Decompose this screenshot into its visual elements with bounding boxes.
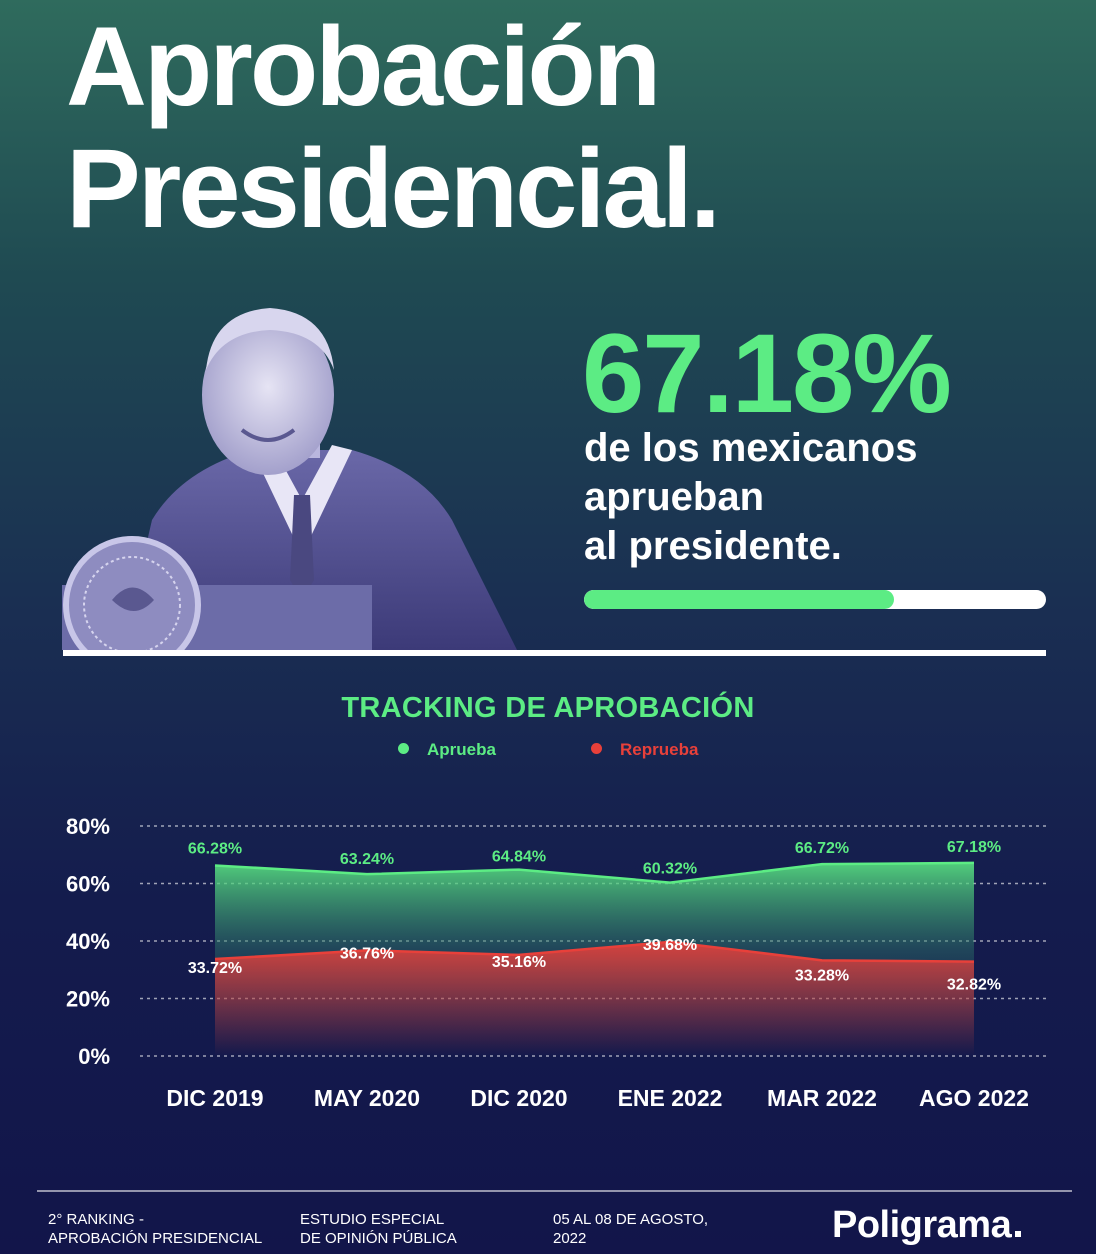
x-tick-label: DIC 2019 [166, 1085, 263, 1111]
title-line-1: Aprobación [66, 4, 661, 129]
aprueba-data-label: 64.84% [492, 849, 546, 866]
x-tick-label: MAR 2022 [767, 1085, 877, 1111]
footer-ranking-line-2: APROBACIÓN PRESIDENCIAL [48, 1230, 263, 1247]
footer-ranking: 2° RANKING - APROBACIÓN PRESIDENCIAL [48, 1210, 262, 1248]
legend-aprueba: Aprueba [398, 740, 496, 760]
x-tick-label: ENE 2022 [618, 1085, 723, 1111]
footer-date-line-1: 05 AL 08 DE AGOSTO, [553, 1211, 709, 1228]
reprueba-data-label: 33.28% [795, 967, 849, 984]
title-line-2: Presidencial. [66, 126, 721, 251]
aprueba-data-label: 66.72% [795, 840, 849, 857]
aprueba-line [214, 861, 975, 884]
reprueba-data-label: 39.68% [643, 937, 697, 954]
x-tick-label: DIC 2020 [470, 1085, 567, 1111]
footer-date: 05 AL 08 DE AGOSTO, 2022 [553, 1210, 708, 1248]
chart-title: TRACKING DE APROBACIÓN [341, 692, 755, 724]
reprueba-data-label: 32.82% [947, 977, 1001, 994]
legend-reprueba: Reprueba [591, 740, 698, 760]
footer-study-line-1: ESTUDIO ESPECIAL [300, 1211, 445, 1228]
description-line-3: al presidente. [584, 524, 842, 568]
footer-study-line-2: DE OPINIÓN PÚBLICA [300, 1230, 457, 1247]
y-tick-label: 0% [78, 1044, 110, 1069]
aprueba-data-label: 66.28% [188, 840, 242, 857]
brand-name: Poligrama [832, 1204, 1012, 1246]
reprueba-area [215, 941, 974, 1056]
footer-date-line-2: 2022 [553, 1230, 587, 1247]
reprueba-data-label: 36.76% [340, 945, 394, 962]
page-title: Aprobación Presidencial. [66, 4, 721, 251]
approval-progress-fill [584, 590, 895, 609]
reprueba-data-label: 35.16% [492, 954, 546, 971]
y-tick-label: 80% [66, 814, 110, 839]
tracking-chart: 0% 20% 40% 60% 80% 66.28% 63.24% 64.84% 60.32% 66… [66, 814, 1050, 1111]
aprueba-data-label: 67.18% [947, 839, 1001, 856]
approval-description: de los mexicanos aprueban al presidente. [584, 424, 917, 571]
brand-logo: Poligrama [832, 1204, 1022, 1247]
brand-mark [1015, 1231, 1022, 1237]
description-line-1: de los mexicanos [584, 426, 918, 470]
y-tick-label: 60% [66, 872, 110, 897]
aprueba-data-label: 63.24% [340, 851, 394, 868]
footer-divider [37, 1190, 1072, 1192]
legend-label-reprueba: Reprueba [620, 740, 699, 759]
x-tick-label: AGO 2022 [919, 1085, 1029, 1111]
reprueba-data-label: 33.72% [188, 960, 242, 977]
legend-label-aprueba: Aprueba [427, 740, 496, 759]
footer-study: ESTUDIO ESPECIAL DE OPINIÓN PÚBLICA [300, 1210, 457, 1248]
y-tick-label: 40% [66, 929, 110, 954]
aprueba-data-label: 60.32% [643, 861, 697, 878]
footer-ranking-line-1: 2° RANKING - [48, 1211, 145, 1228]
approval-progress-bar [584, 590, 1046, 609]
section-divider [63, 650, 1046, 656]
x-tick-label: MAY 2020 [314, 1085, 420, 1111]
description-line-2: aprueban [584, 475, 765, 519]
approval-percentage: 67.18% [582, 311, 952, 436]
legend-dot-aprueba [398, 743, 409, 755]
reprueba-line [214, 940, 975, 963]
president-portrait [62, 308, 517, 650]
legend-dot-reprueba [591, 743, 602, 755]
y-tick-label: 20% [66, 987, 110, 1012]
